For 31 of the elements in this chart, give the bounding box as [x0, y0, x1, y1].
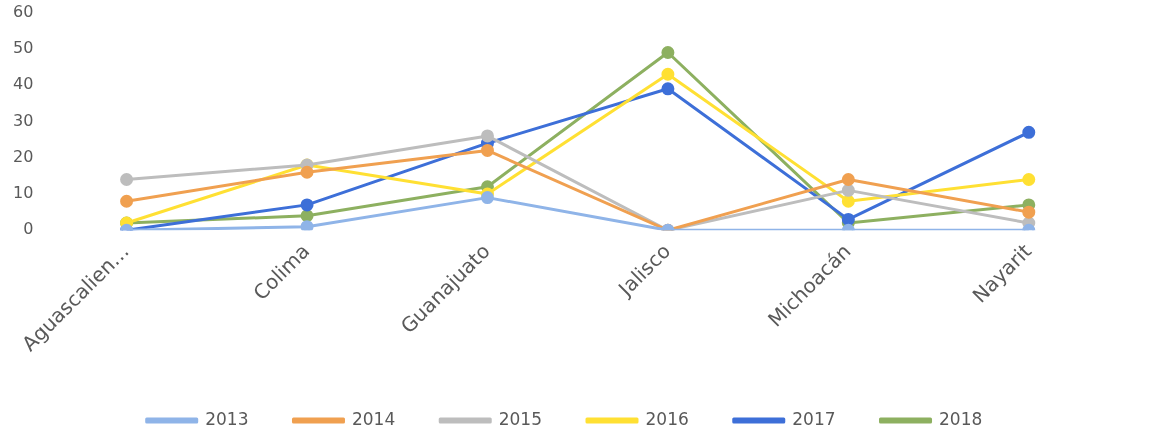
point: [841, 212, 855, 226]
point: [300, 165, 314, 179]
point: [841, 183, 855, 197]
point: [1022, 172, 1036, 186]
point: [1022, 205, 1036, 219]
y-tick-label: 30: [13, 110, 34, 130]
point: [300, 198, 314, 212]
point: [480, 143, 494, 157]
legend-label: 2014: [351, 408, 396, 429]
legend-label: 2016: [645, 408, 689, 429]
legend-label: 2013: [205, 408, 249, 429]
point: [480, 129, 494, 143]
y-tick-label: 20: [13, 146, 34, 166]
point: [300, 220, 314, 231]
y-tick-label: 50: [13, 38, 34, 58]
point: [120, 172, 134, 186]
point: [841, 172, 855, 186]
y-tick-label: 40: [13, 74, 34, 94]
y-tick-label: 60: [13, 1, 34, 21]
legend-label: 2015: [498, 408, 542, 429]
y-tick-label: 10: [13, 183, 34, 203]
point: [661, 46, 675, 60]
point: [1022, 125, 1036, 139]
point: [661, 82, 675, 96]
point: [120, 194, 134, 208]
point: [841, 194, 855, 208]
point: [661, 67, 675, 81]
legend-label: 2017: [792, 408, 836, 429]
y-tick-label: 0: [23, 219, 34, 239]
point: [480, 191, 494, 205]
legend-label: 2018: [939, 408, 983, 429]
